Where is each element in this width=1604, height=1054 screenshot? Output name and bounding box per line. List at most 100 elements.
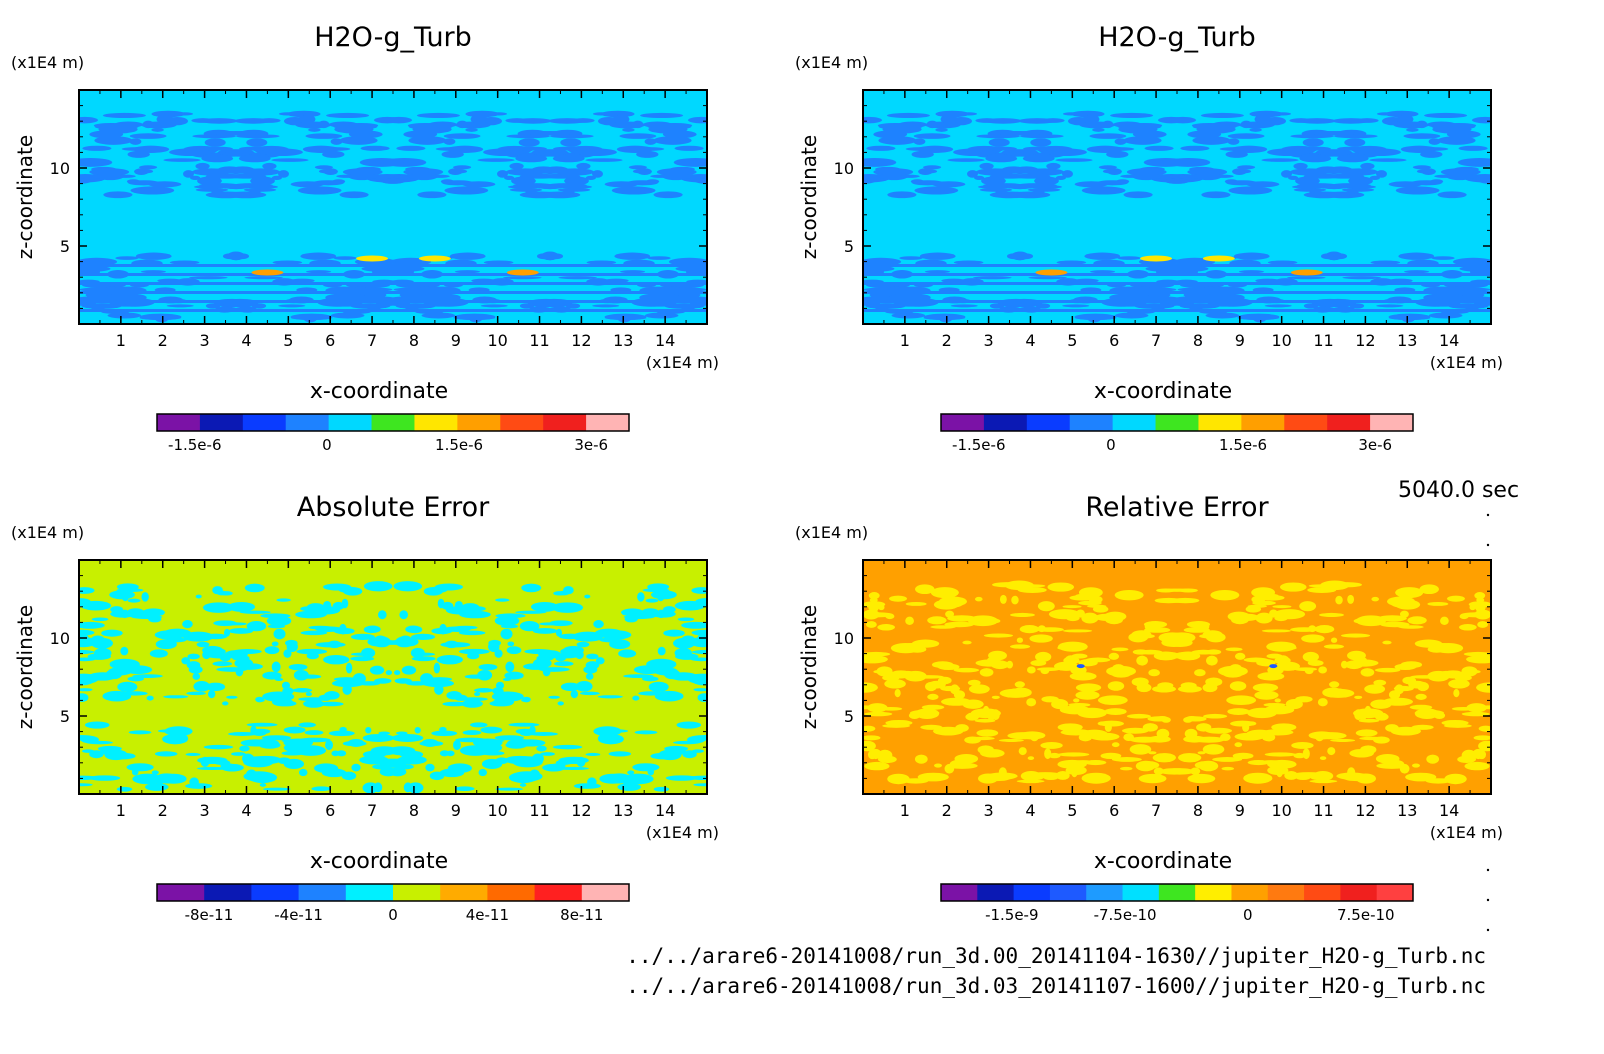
heatmap-contour	[1373, 679, 1387, 686]
heatmap-contour	[1108, 652, 1120, 660]
heatmap-contour	[79, 688, 93, 692]
heatmap-contour	[169, 260, 200, 265]
heatmap-contour	[1395, 587, 1424, 599]
heatmap-contour	[377, 610, 387, 620]
heatmap-contour	[914, 754, 928, 764]
heatmap-contour	[393, 581, 423, 592]
heatmap-contour	[530, 601, 559, 612]
panel-title: H2O-g_Turb	[1098, 22, 1256, 53]
heatmap-contour	[1291, 741, 1314, 749]
heatmap-contour	[197, 766, 228, 771]
heatmap-contour	[202, 650, 211, 660]
heatmap-contour	[1047, 582, 1074, 592]
heatmap-contour	[505, 741, 528, 749]
heatmap-contour	[505, 118, 529, 123]
heatmap-contour	[1474, 609, 1491, 620]
heatmap-contour	[592, 304, 620, 308]
heatmap-contour	[1310, 774, 1325, 780]
heatmap-contour	[303, 699, 325, 708]
heatmap-contour	[1237, 313, 1280, 321]
heatmap-contour	[408, 123, 453, 130]
x-tick-label: 6	[325, 801, 335, 820]
heatmap-contour	[1336, 772, 1368, 780]
heatmap-contour	[642, 676, 659, 682]
heatmap-contour	[273, 628, 286, 640]
heatmap-contour	[222, 253, 236, 260]
heatmap-contour	[975, 596, 983, 602]
colorbar-swatch	[586, 414, 630, 431]
heatmap-contour	[927, 616, 947, 625]
heatmap-contour	[399, 635, 412, 643]
x-tick-label: 3	[984, 331, 994, 350]
heatmap-contour	[1174, 296, 1212, 301]
heatmap-contour	[115, 256, 139, 260]
heatmap-contour	[1098, 165, 1117, 170]
heatmap-contour	[448, 169, 468, 174]
heatmap-contour	[474, 692, 481, 697]
margin-dot	[1486, 868, 1490, 872]
colorbar-swatch	[1327, 414, 1371, 431]
heatmap-contour	[1126, 713, 1151, 719]
heatmap-contour	[495, 598, 510, 602]
heatmap-contour	[558, 633, 582, 640]
x-tick-label: 2	[942, 331, 952, 350]
heatmap-contour	[1032, 190, 1045, 194]
heatmap-contour	[1267, 260, 1298, 265]
heatmap-contour	[1198, 760, 1219, 772]
heatmap-contour	[1111, 647, 1129, 652]
heatmap-contour	[411, 633, 436, 641]
heatmap-contour	[1431, 256, 1455, 260]
heatmap-contour	[1404, 270, 1430, 274]
heatmap-contour	[1099, 147, 1135, 151]
heatmap-contour	[1029, 634, 1053, 643]
x-tick-label: 9	[451, 331, 461, 350]
heatmap-contour	[130, 186, 175, 195]
heatmap-contour	[134, 169, 154, 174]
heatmap-contour	[1114, 589, 1144, 601]
colorbar-tick-label: 0	[322, 436, 332, 454]
heatmap-contour	[868, 592, 880, 600]
heatmap-contour	[394, 670, 401, 676]
heatmap-contour	[863, 300, 1491, 303]
heatmap-contour	[355, 166, 381, 172]
heatmap-contour	[694, 178, 707, 184]
x-tick-label: 12	[571, 331, 591, 350]
heatmap-contour	[1210, 589, 1240, 601]
heatmap-contour	[1400, 661, 1423, 669]
heatmap-contour	[1051, 699, 1069, 710]
x-axis-label: x-coordinate	[310, 849, 448, 874]
heatmap-contour	[1147, 716, 1170, 722]
heatmap-contour	[863, 158, 897, 167]
heatmap-contour	[1403, 133, 1441, 139]
heatmap-contour	[213, 759, 231, 765]
heatmap-contour	[1399, 763, 1410, 774]
y-unit-label: (x1E4 m)	[795, 523, 868, 542]
heatmap-contour	[1285, 699, 1303, 710]
heatmap-contour	[1090, 270, 1116, 274]
heatmap-contour	[983, 705, 990, 714]
heatmap-contour	[940, 114, 958, 124]
heatmap-contour	[244, 583, 265, 593]
heatmap-contour	[1117, 123, 1162, 130]
heatmap-contour	[473, 688, 494, 693]
heatmap-contour	[193, 681, 211, 692]
colorbar-swatch	[1195, 884, 1232, 901]
heatmap-contour	[1164, 768, 1195, 775]
heatmap-contour	[1457, 158, 1491, 167]
heatmap-contour	[674, 647, 693, 659]
heatmap-contour	[323, 655, 350, 665]
heatmap-contour	[1074, 313, 1117, 321]
panel-title: Absolute Error	[297, 492, 490, 523]
heatmap-contour	[1055, 158, 1093, 162]
heatmap-contour	[585, 158, 623, 162]
x-tick-label: 4	[241, 801, 251, 820]
heatmap-contour	[182, 620, 193, 629]
colorbar-tick-label: -1.5e-6	[952, 436, 1005, 454]
heatmap-contour	[1139, 166, 1165, 172]
colorbar-tick-label: -4e-11	[274, 906, 323, 924]
heatmap-contour	[1178, 753, 1202, 763]
heatmap-contour	[1170, 265, 1209, 272]
x-tick-label: 10	[1271, 801, 1291, 820]
heatmap-contour	[1258, 595, 1285, 601]
heatmap-contour	[129, 133, 167, 139]
